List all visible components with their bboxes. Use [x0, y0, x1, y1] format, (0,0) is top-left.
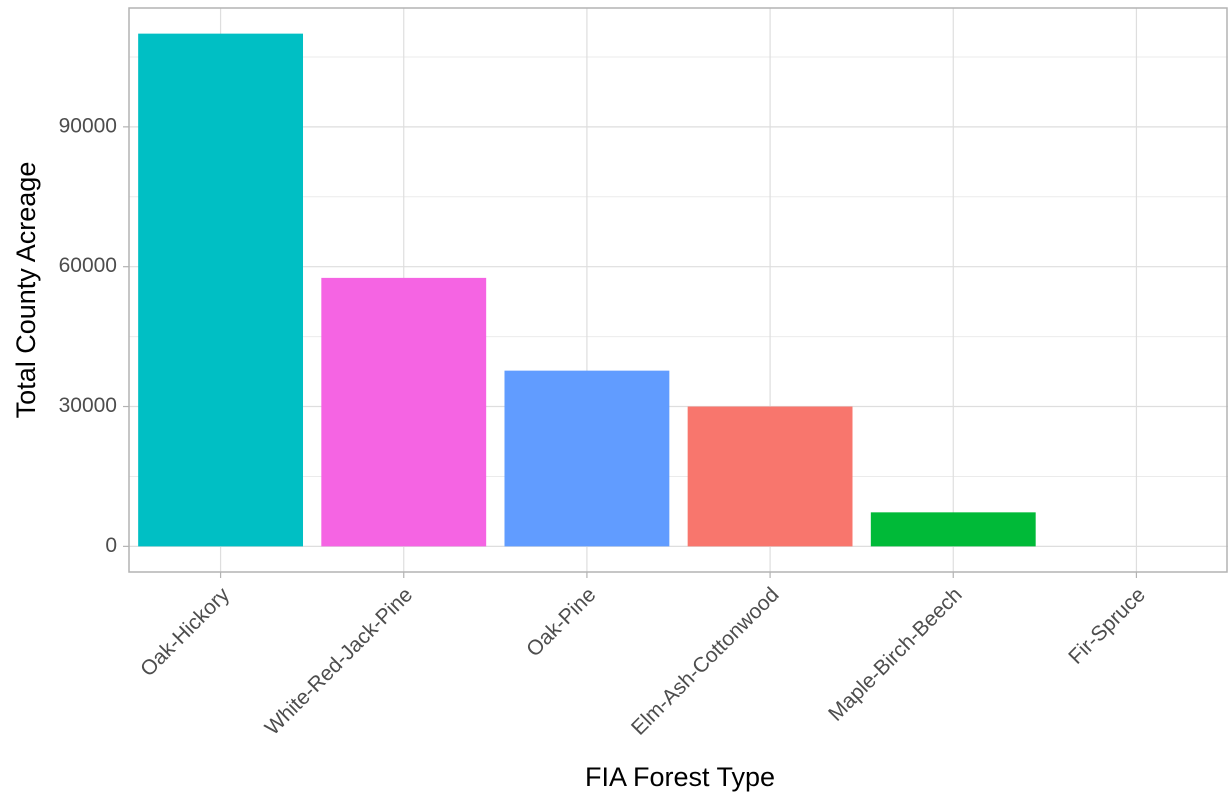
x-tick-label: Maple-Birch-Beech: [824, 583, 967, 726]
y-tick-label: 60000: [59, 254, 117, 277]
x-tick-label: White-Red-Jack-Pine: [261, 583, 418, 740]
x-axis-title: FIA Forest Type: [585, 762, 775, 792]
y-tick-label: 0: [105, 534, 117, 557]
x-tick-label: Fir-Spruce: [1064, 583, 1150, 669]
y-axis-title: Total County Acreage: [11, 162, 41, 419]
bar: [870, 512, 1036, 547]
y-tick-label: 30000: [59, 394, 117, 417]
bar: [687, 406, 853, 547]
y-tick-label: 90000: [59, 114, 117, 137]
x-tick-label: Elm-Ash-Cottonwood: [627, 583, 784, 740]
x-tick-label: Oak-Hickory: [136, 583, 234, 681]
bar: [504, 370, 670, 547]
x-tick-label: Oak-Pine: [522, 583, 600, 661]
panel-border: [128, 7, 1228, 573]
bar: [138, 33, 304, 547]
bar: [321, 277, 487, 547]
